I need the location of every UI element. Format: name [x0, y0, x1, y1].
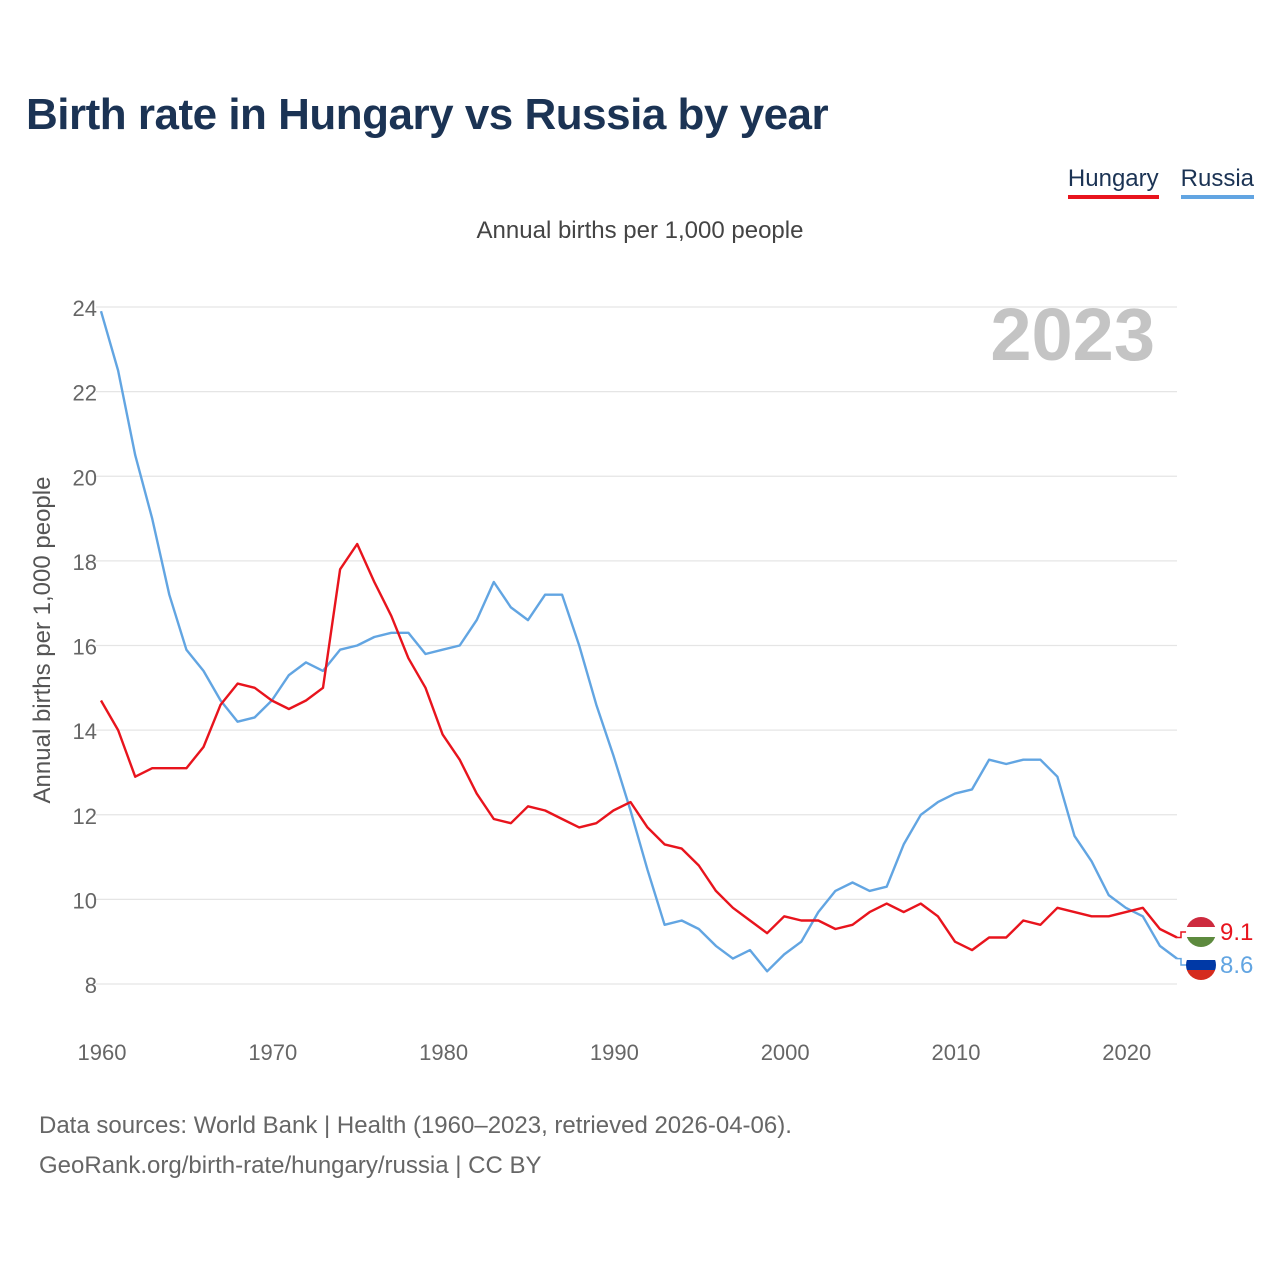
series-line-russia — [99, 310, 1178, 973]
footer: Data sources: World Bank | Health (1960–… — [39, 1106, 792, 1186]
legend-item-hungary[interactable]: Hungary — [1067, 165, 1159, 199]
x-tick-label: 2000 — [761, 1040, 810, 1065]
y-tick-label: 20 — [73, 465, 97, 490]
y-tick-label: 14 — [73, 719, 97, 744]
x-tick-label: 1990 — [590, 1040, 639, 1065]
y-tick-label: 16 — [73, 635, 97, 660]
footer-attribution[interactable]: GeoRank.org/birth-rate/hungary/russia | … — [39, 1152, 542, 1179]
y-tick-label: 10 — [73, 888, 97, 913]
y-tick-label: 8 — [85, 973, 97, 998]
legend-item-russia[interactable]: Russia — [1180, 165, 1254, 199]
end-value-label-hungary: 9.1 — [1220, 919, 1253, 946]
end-connector-hungary — [1177, 931, 1187, 939]
flag-russia-icon — [1186, 950, 1216, 980]
y-tick-label: 18 — [73, 550, 97, 575]
x-tick-label: 2020 — [1102, 1040, 1151, 1065]
x-tick-label: 1980 — [419, 1040, 468, 1065]
footer-sources: Data sources: World Bank | Health (1960–… — [39, 1112, 792, 1139]
end-value-label-russia: 8.6 — [1220, 952, 1253, 979]
legend: Hungary Russia — [1067, 165, 1254, 199]
end-connector-russia — [1177, 957, 1187, 966]
x-tick-label: 1960 — [78, 1040, 127, 1065]
year-badge: 2023 — [990, 293, 1155, 376]
series-line-hungary — [99, 542, 1178, 952]
x-tick-label: 1970 — [248, 1040, 297, 1065]
chart-title: Birth rate in Hungary vs Russia by year — [26, 90, 829, 139]
flag-hungary-icon — [1186, 917, 1216, 947]
y-axis-label: Annual births per 1,000 people — [29, 477, 56, 804]
x-tick-label: 2010 — [931, 1040, 980, 1065]
y-tick-label: 24 — [73, 296, 97, 321]
y-tick-label: 12 — [73, 804, 97, 829]
y-tick-label: 22 — [73, 381, 97, 406]
chart-subtitle: Annual births per 1,000 people — [476, 217, 804, 244]
